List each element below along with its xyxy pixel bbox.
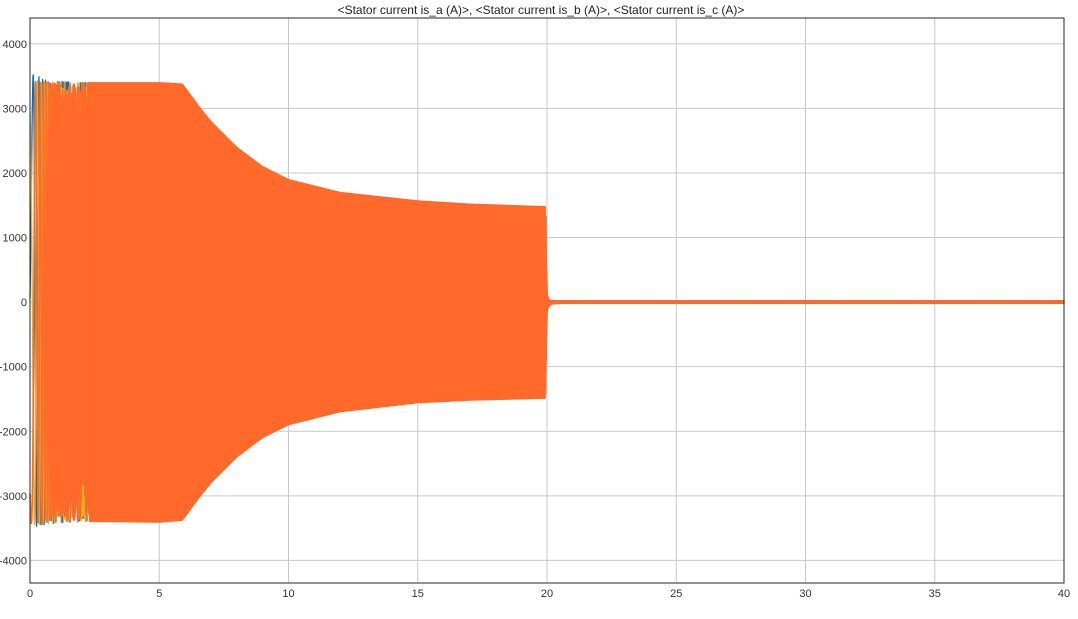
- x-tick-label: 30: [799, 588, 811, 600]
- y-tick-label: 3000: [3, 103, 27, 115]
- plot-frame: [29, 17, 1065, 584]
- y-tick-label: -3000: [0, 491, 27, 503]
- y-tick-label: 1000: [3, 233, 27, 245]
- y-tick-label: 4000: [3, 39, 27, 51]
- x-tick-label: 10: [282, 588, 294, 600]
- y-tick-label: -1000: [0, 362, 27, 374]
- x-tick-label: 5: [156, 588, 162, 600]
- chart-title: <Stator current is_a (A)>, <Stator curre…: [338, 3, 745, 17]
- y-tick-label: 0: [21, 297, 27, 309]
- x-tick-label: 15: [412, 588, 424, 600]
- x-tick-label: 20: [541, 588, 553, 600]
- x-tick-label: 0: [27, 588, 33, 600]
- y-tick-label: 2000: [3, 168, 27, 180]
- y-tick-label: -4000: [0, 555, 27, 567]
- series-layer: [29, 74, 1065, 527]
- x-tick-label: 25: [670, 588, 682, 600]
- y-tick-label: -2000: [0, 426, 27, 438]
- grid-layer: [30, 18, 1064, 583]
- tick-layer: 0 5 10 15 20 25 30 35 40 -4000 -3000 -2000 -1000 0 100…: [0, 39, 1070, 600]
- x-tick-label: 40: [1058, 588, 1070, 600]
- x-tick-label: 35: [929, 588, 941, 600]
